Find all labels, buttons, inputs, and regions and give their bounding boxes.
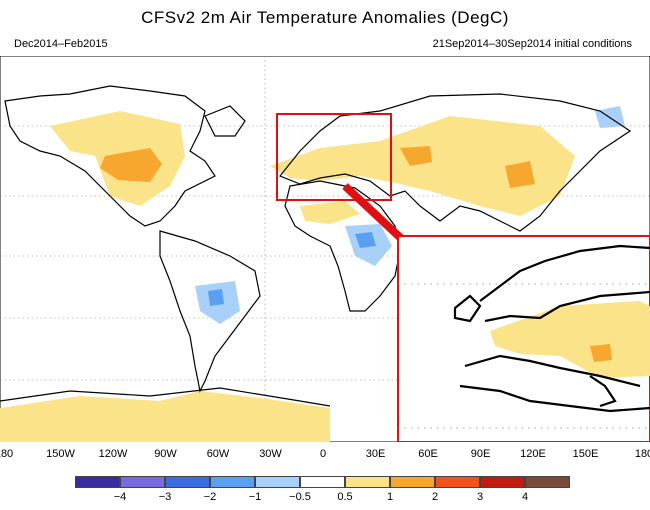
colorbar-swatch	[390, 476, 435, 488]
colorbar-label: −0.5	[289, 491, 311, 503]
lon-tick-label: 0	[319, 448, 327, 460]
europe-highlight-box	[276, 113, 392, 201]
colorbar-swatch	[300, 476, 345, 488]
lon-tick-label: 180	[0, 448, 14, 460]
anomaly-sahara-warm	[300, 201, 360, 224]
eurasia-coast	[279, 93, 632, 232]
inset-europe-hot	[590, 344, 612, 362]
colorbar-swatch	[345, 476, 390, 488]
lon-tick-label: 120E	[520, 448, 546, 460]
colorbar-swatch	[435, 476, 480, 488]
colorbar-label: −2	[203, 491, 217, 503]
lon-tick-label: 60W	[206, 448, 230, 460]
anomaly-north-america-hot	[100, 148, 162, 182]
colorbar-label: 1	[386, 491, 394, 503]
colorbar-label: −4	[113, 491, 127, 503]
anomaly-fills	[0, 106, 625, 442]
south-america-coast	[159, 230, 261, 393]
antarctica-coast	[0, 387, 331, 407]
chart-title: CFSv2 2m Air Temperature Anomalies (DegC…	[141, 8, 509, 27]
colorbar-swatch	[165, 476, 210, 488]
anomaly-south-america-cooler	[208, 289, 224, 306]
colorbar-swatch	[480, 476, 525, 488]
colorbar-label: 3	[476, 491, 484, 503]
lon-tick-label: 150W	[46, 448, 75, 460]
initial-conditions: 21Sep2014–30Sep2014 initial conditions	[432, 38, 632, 50]
north-america-coast	[4, 85, 216, 227]
colorbar-label: 4	[521, 491, 529, 503]
lon-tick-label: 180	[634, 448, 650, 460]
colorbar-swatch	[255, 476, 300, 488]
europe-inset	[397, 235, 650, 442]
anomaly-antarctica-warm	[0, 391, 330, 442]
anomaly-central-asia-hot	[400, 146, 432, 166]
lon-tick-label: 120W	[98, 448, 128, 460]
greenland-coast	[204, 105, 246, 137]
colorbar-label: −1	[248, 491, 262, 503]
colorbar-label: 2	[431, 491, 439, 503]
lon-tick-label: 60E	[418, 448, 438, 460]
forecast-period: Dec2014–Feb2015	[14, 38, 108, 50]
anomaly-map	[0, 56, 650, 442]
anomaly-eurasia-warm	[270, 116, 575, 216]
lon-tick-label: 90E	[470, 448, 491, 460]
lon-tick-label: 90W	[154, 448, 177, 460]
anomaly-china-hot	[505, 161, 535, 188]
lon-tick-label: 150E	[572, 448, 599, 460]
colorbar-swatch	[75, 476, 120, 488]
colorbar-label: 0.5	[337, 491, 353, 503]
anomaly-africa-cooler	[355, 232, 376, 248]
colorbar-swatch	[210, 476, 255, 488]
lon-tick-label: 30W	[259, 448, 282, 460]
lon-tick-label: 30E	[365, 448, 386, 460]
colorbar-swatch	[525, 476, 570, 488]
colorbar-swatch	[120, 476, 165, 488]
colorbar-label: −3	[158, 491, 172, 503]
inset-coastlines	[453, 244, 650, 413]
